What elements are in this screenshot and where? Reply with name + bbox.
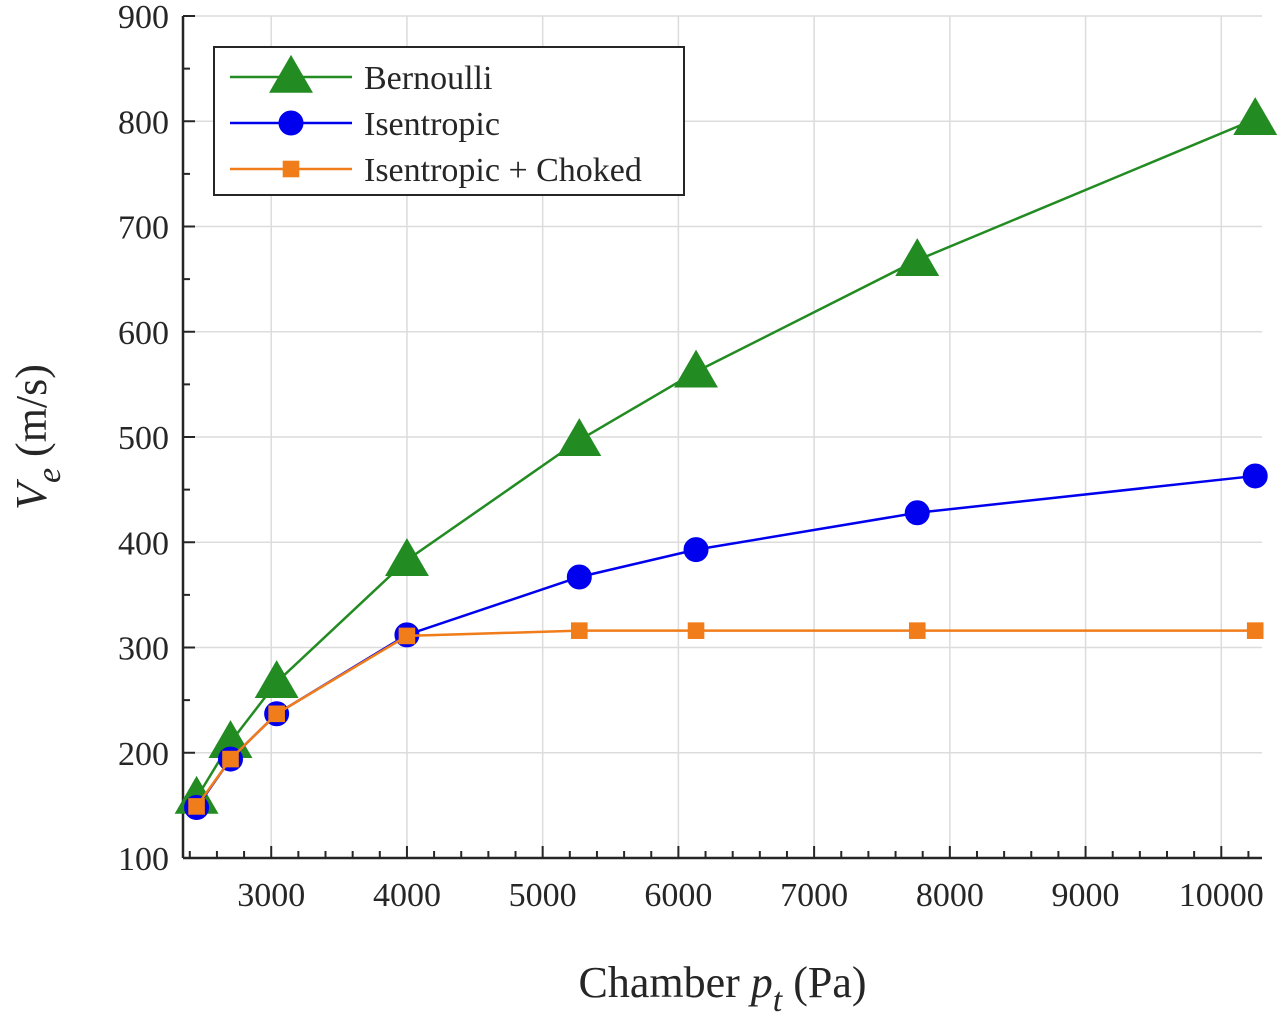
x-tick-label: 4000 [373,877,441,914]
x-tick-label: 5000 [509,877,577,914]
y-tick-label: 400 [118,525,169,562]
legend-swatch-marker [282,160,300,178]
legend-swatch-marker [269,54,313,93]
data-point [398,627,416,645]
data-point [384,538,429,576]
legend: Bernoulli Isentropic Isentropic + Choked [213,46,685,196]
data-point [904,500,930,526]
data-point [683,537,709,563]
data-point [188,798,205,815]
x-tick-label: 7000 [780,877,848,914]
data-point [674,349,718,388]
data-point [557,418,602,456]
legend-label: Isentropic [364,106,500,143]
series-group [174,97,1278,820]
data-point [571,622,588,639]
x-tick-label: 6000 [644,877,712,914]
x-axis-title-main: Chamber [578,958,750,1007]
y-axis-title-var: V [7,478,56,510]
series-line [195,629,1256,808]
x-tick-label: 8000 [916,877,984,914]
data-point [895,238,940,276]
y-tick-label: 600 [118,315,169,352]
data-point [1242,463,1268,489]
y-axis-title-unit: (m/s) [7,364,56,468]
y-tick-label: 500 [118,420,169,457]
x-tick-label: 9000 [1052,877,1120,914]
data-point [1233,97,1278,135]
data-point [566,564,592,590]
x-tick-label: 3000 [237,877,305,914]
legend-swatch-marker [278,110,304,136]
data-point [222,750,239,768]
y-tick-label: 200 [118,736,169,773]
y-axis-title: Ve (m/s) [7,364,68,510]
data-point [1246,622,1264,639]
series-line [195,474,1256,809]
y-tick-label: 300 [118,631,169,668]
series-circle [184,463,1268,820]
data-point [908,622,926,639]
y-tick-label: 700 [118,210,169,247]
data-point [687,622,705,639]
grid [183,15,1262,859]
x-tick-label: 10000 [1179,877,1264,914]
series-square [188,622,1264,815]
legend-label: Isentropic + Choked [364,152,642,189]
y-axis-title-sub: e [31,468,68,483]
x-axis-title: Chamber pt (Pa) [578,958,866,1019]
x-axis-title-sub: t [773,982,784,1019]
y-tick-label: 900 [118,0,169,36]
x-axis-title-var: p [748,958,773,1007]
y-tick-label: 100 [118,841,169,878]
ticks: 100 200 300 400 500 600 700 800 900 3000 4000 5000 6… [118,0,1264,914]
data-point [268,705,285,723]
legend-label: Bernoulli [364,60,492,97]
y-tick-label: 800 [118,104,169,141]
x-axis-title-unit: (Pa) [782,958,866,1007]
data-point [254,660,299,699]
series-triangle [174,97,1278,814]
series-line [195,117,1256,799]
